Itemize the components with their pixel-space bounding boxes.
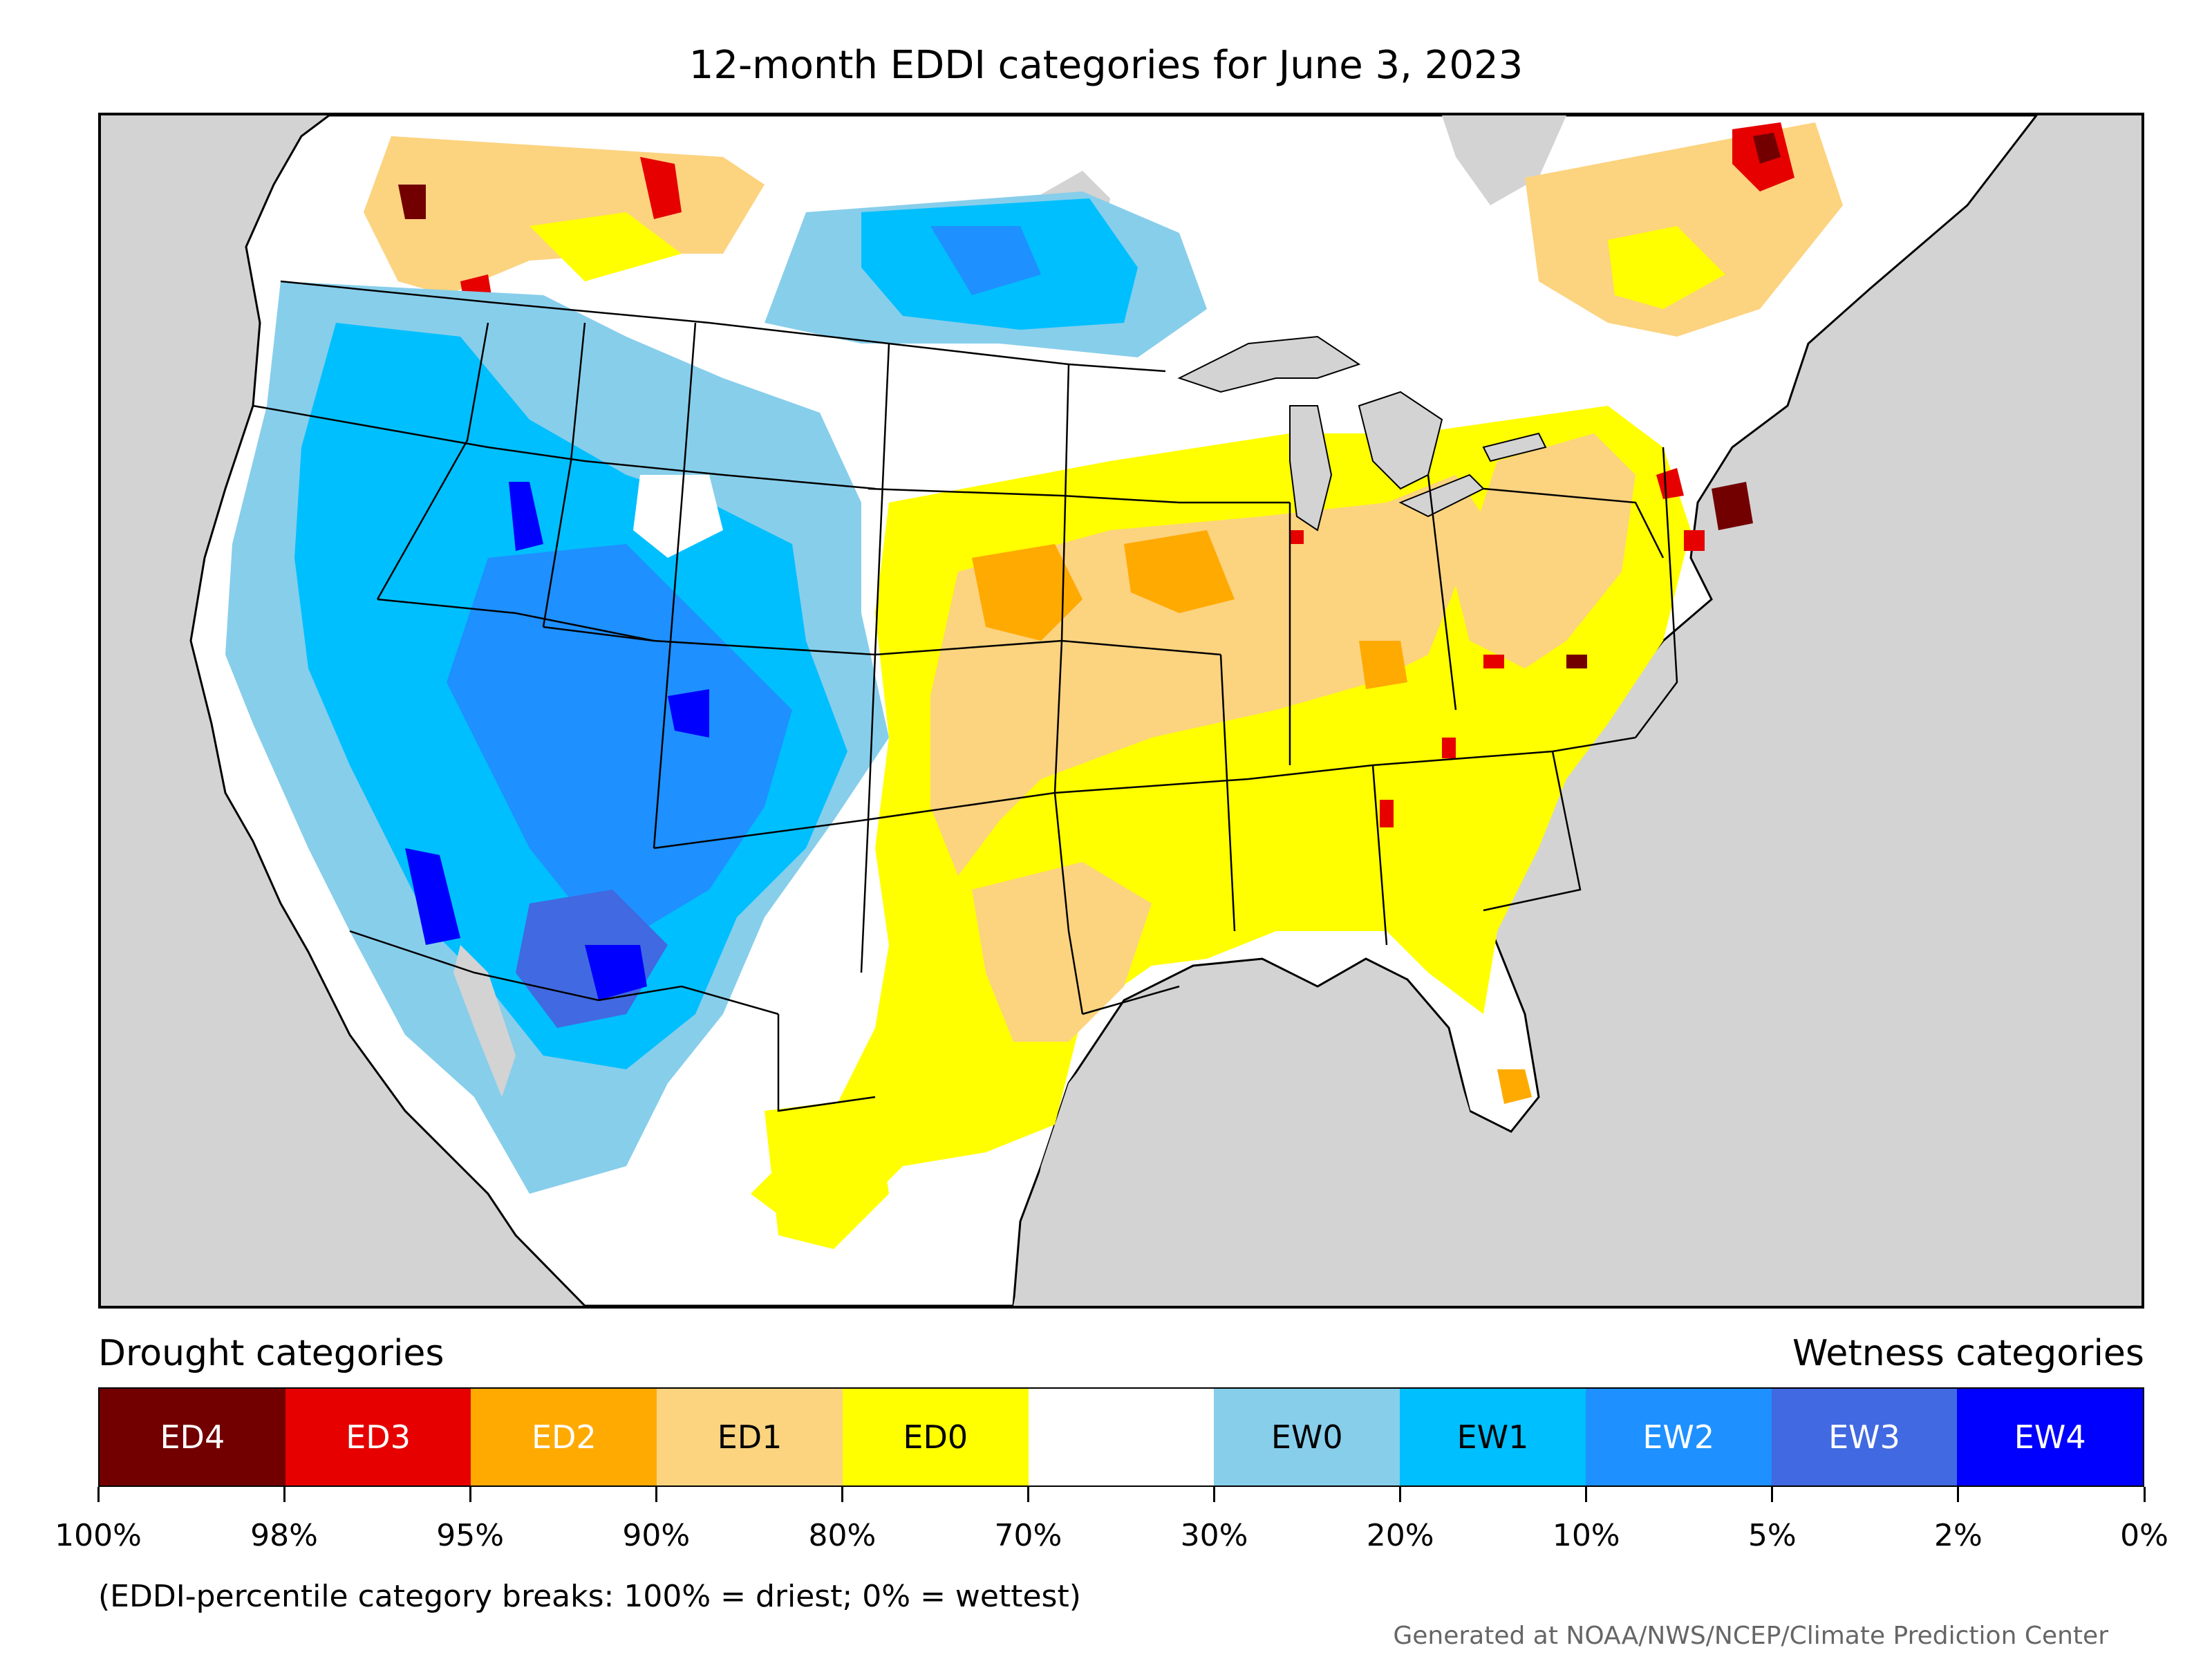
colorbar-tick bbox=[841, 1487, 843, 1502]
legend-cell-ed4: ED4 bbox=[100, 1389, 285, 1485]
state-borders bbox=[252, 280, 1678, 1112]
drought-region bbox=[1442, 738, 1456, 758]
great-lakes bbox=[1177, 335, 1361, 393]
legend-cell-ed3: ED3 bbox=[285, 1389, 471, 1485]
colorbar-tick bbox=[655, 1487, 657, 1502]
wetness-categories-heading: Wetness categories bbox=[1792, 1333, 2144, 1374]
drought-region bbox=[1566, 655, 1587, 668]
wetness-region bbox=[447, 544, 792, 931]
colorbar-tick-label: 2% bbox=[1934, 1518, 1983, 1553]
colorbar-tick bbox=[283, 1487, 285, 1502]
credit-text: Generated at NOAA/NWS/NCEP/Climate Predi… bbox=[1393, 1622, 2108, 1650]
colorbar-tick-label: 80% bbox=[808, 1518, 877, 1553]
colorbar-tick-label: 100% bbox=[55, 1518, 142, 1553]
colorbar-tick-label: 98% bbox=[250, 1518, 318, 1553]
legend-cell-neutral bbox=[1028, 1389, 1215, 1485]
canada-water bbox=[1442, 115, 1566, 205]
colorbar-tick bbox=[1585, 1487, 1588, 1502]
colorbar-tick-label: 70% bbox=[994, 1518, 1062, 1553]
colorbar-tick-label: 0% bbox=[2120, 1518, 2168, 1553]
legend-cell-ew4: EW4 bbox=[1957, 1389, 2144, 1485]
colorbar-tick bbox=[2143, 1487, 2146, 1502]
colorbar-tick-label: 20% bbox=[1366, 1518, 1434, 1553]
colorbar-tick-label: 95% bbox=[436, 1518, 505, 1553]
colorbar-tick-label: 5% bbox=[1747, 1518, 1797, 1553]
legend-cell-ew1: EW1 bbox=[1400, 1389, 1586, 1485]
wetness-region bbox=[668, 689, 709, 738]
great-lakes bbox=[1289, 405, 1333, 532]
drought-region bbox=[1497, 1069, 1532, 1104]
wetness-region bbox=[930, 226, 1041, 295]
colorbar-tick-label: 90% bbox=[622, 1518, 691, 1553]
drought-region bbox=[972, 544, 1082, 641]
drought-region bbox=[1684, 530, 1705, 551]
drought-region bbox=[1380, 800, 1394, 827]
drought-region bbox=[1753, 133, 1781, 164]
legend-cell-ew2: EW2 bbox=[1585, 1389, 1772, 1485]
wetness-region bbox=[633, 475, 723, 558]
gulf-of-mexico bbox=[1013, 973, 1477, 1306]
drought-region bbox=[398, 185, 426, 219]
drought-region bbox=[1483, 655, 1504, 668]
percentile-note: (EDDI-percentile category breaks: 100% =… bbox=[98, 1579, 1081, 1614]
drought-region bbox=[765, 1097, 889, 1249]
colorbar-tick bbox=[469, 1487, 471, 1502]
colorbar-tick bbox=[1399, 1487, 1402, 1502]
drought-region bbox=[972, 862, 1152, 1042]
legend-cell-ew3: EW3 bbox=[1771, 1389, 1958, 1485]
colorbar-tick bbox=[1027, 1487, 1029, 1502]
category-colorbar: ED4 ED3 ED2 ED1 ED0 EW0 EW1 EW2 EW3 EW4 bbox=[98, 1387, 2144, 1487]
wetness-region bbox=[509, 482, 543, 551]
drought-region bbox=[1608, 226, 1725, 309]
drought-region bbox=[1712, 482, 1753, 530]
map-panel bbox=[98, 113, 2144, 1309]
drought-region bbox=[1290, 530, 1304, 544]
colorbar-tick-label: 10% bbox=[1552, 1518, 1620, 1553]
drought-region bbox=[529, 212, 682, 281]
legend-cell-ed1: ED1 bbox=[657, 1389, 843, 1485]
legend-cell-ed0: ED0 bbox=[842, 1389, 1029, 1485]
drought-region bbox=[1656, 468, 1684, 499]
drought-region bbox=[1359, 641, 1407, 689]
colorbar-tick bbox=[1213, 1487, 1216, 1502]
drought-region bbox=[1124, 530, 1235, 613]
eddi-map bbox=[189, 115, 2038, 1306]
legend-cell-ed2: ED2 bbox=[471, 1389, 657, 1485]
map-title: 12-month EDDI categories for June 3, 202… bbox=[688, 43, 1524, 88]
colorbar-tick-label: 30% bbox=[1180, 1518, 1248, 1553]
colorbar-tick bbox=[1771, 1487, 1774, 1502]
colorbar-tick bbox=[1957, 1487, 1960, 1502]
wetness-region bbox=[405, 848, 460, 945]
drought-region bbox=[640, 157, 682, 219]
legend-cell-ew0: EW0 bbox=[1214, 1389, 1400, 1485]
drought-categories-heading: Drought categories bbox=[98, 1333, 444, 1374]
wetness-region bbox=[585, 945, 647, 1000]
great-lakes bbox=[1482, 432, 1547, 462]
baja-gulf bbox=[453, 945, 516, 1097]
colorbar-tick bbox=[97, 1487, 100, 1502]
drought-region bbox=[1456, 433, 1635, 668]
